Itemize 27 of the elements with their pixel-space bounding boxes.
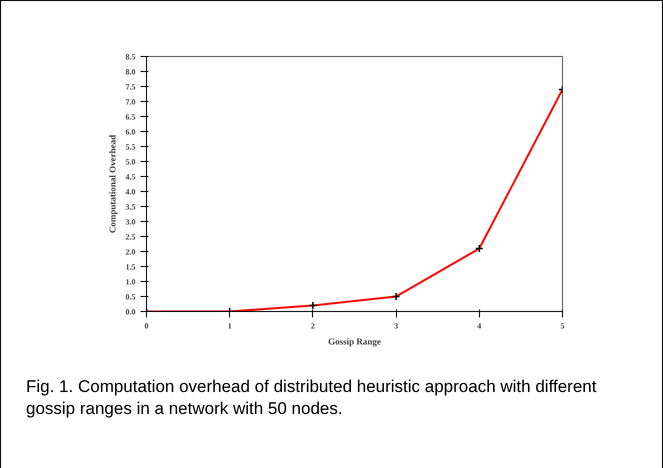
y-tick-label: 1.5 [126,262,136,272]
x-tick-label: 1 [228,322,232,330]
y-tick-label: 4.5 [126,172,136,182]
y-tick-label: 1.0 [126,278,136,286]
y-tick-label: 4.0 [126,188,136,196]
y-tick-label: 5.5 [126,142,136,152]
x-tick-label: 5 [560,322,564,330]
y-tick-label: 2.5 [126,232,136,242]
x-tick-label: 4 [477,322,482,330]
y-tick-label: 7.0 [126,98,136,106]
y-tick-label: 2.0 [126,248,136,256]
y-tick-label: 7.5 [126,82,136,92]
y-tick-label: 5.0 [126,158,136,166]
x-tick-label: 0 [144,322,148,330]
y-axis-title: Computational Overhead [108,134,118,234]
y-tick-label: 0.0 [126,308,136,316]
y-tick-label: 3.0 [126,218,136,226]
y-tick-label: 8.0 [126,68,136,76]
y-tick-label: 3.5 [126,202,136,212]
y-tick-label: 8.5 [126,52,136,62]
y-tick-label: 6.5 [126,112,136,122]
x-tick-label: 3 [394,322,398,330]
y-tick-label: 0.5 [126,292,136,302]
caption: Fig. 1. Computation overhead of distributed heuristic approach with different gossip ranges in a network with 50 nodes. [26,376,598,420]
x-tick-label: 2 [310,322,315,330]
y-tick-label: 6.0 [126,128,136,136]
x-axis-title: Gossip Range [328,336,381,346]
